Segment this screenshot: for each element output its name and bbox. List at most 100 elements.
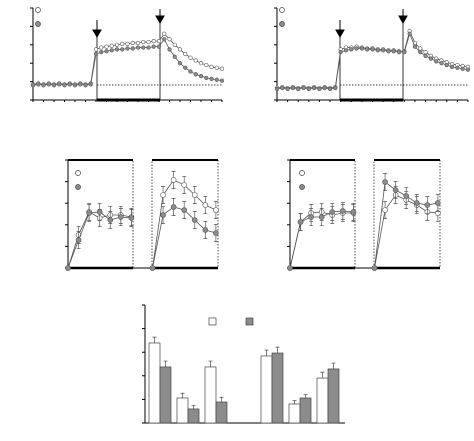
error-bar	[208, 360, 213, 367]
marker	[297, 219, 304, 225]
bar	[204, 366, 217, 424]
marker	[386, 49, 391, 54]
marker	[340, 208, 346, 214]
marker	[167, 47, 172, 52]
bar	[176, 397, 189, 424]
marker	[162, 37, 167, 42]
error-bar	[303, 394, 308, 398]
marker	[160, 212, 166, 218]
marker	[114, 47, 120, 52]
bar	[148, 342, 161, 424]
marker	[65, 265, 71, 271]
marker	[191, 217, 198, 223]
marker	[99, 50, 104, 55]
marker	[444, 62, 449, 68]
marker	[191, 192, 198, 198]
marker	[183, 65, 188, 70]
marker	[396, 50, 402, 55]
error-bar	[163, 360, 168, 367]
marker	[83, 83, 88, 88]
marker	[151, 39, 156, 44]
marker	[118, 214, 124, 220]
marker	[423, 50, 428, 55]
marker	[381, 48, 386, 53]
marker	[181, 207, 187, 213]
marker	[418, 46, 423, 51]
marker	[371, 265, 378, 271]
marker	[296, 86, 301, 92]
marker	[202, 227, 209, 233]
marker	[435, 200, 441, 206]
marker	[204, 75, 209, 81]
marker	[172, 54, 177, 59]
marker	[170, 177, 177, 183]
marker	[162, 31, 167, 36]
marker	[149, 265, 156, 271]
marker	[204, 62, 209, 68]
marker	[146, 45, 151, 50]
marker	[96, 209, 103, 215]
bar	[187, 408, 200, 424]
marker	[290, 85, 296, 91]
legend-swatch	[208, 317, 217, 326]
marker	[274, 86, 280, 92]
marker	[93, 47, 99, 52]
marker	[36, 82, 41, 87]
marker	[193, 72, 198, 77]
error-bar	[320, 371, 325, 379]
marker	[214, 65, 219, 70]
marker	[219, 66, 225, 71]
marker	[349, 47, 354, 52]
marker	[354, 46, 359, 51]
marker	[125, 46, 130, 51]
marker	[135, 40, 141, 46]
legend-marker	[75, 170, 81, 176]
marker	[130, 46, 135, 51]
marker	[202, 202, 209, 208]
marker	[93, 51, 99, 57]
marker	[412, 44, 418, 49]
marker	[407, 31, 412, 36]
marker	[109, 43, 114, 48]
marker	[301, 85, 306, 91]
marker	[312, 85, 317, 91]
marker	[329, 209, 336, 215]
marker	[88, 82, 93, 87]
series-line	[32, 33, 223, 85]
marker	[135, 45, 141, 50]
error-bar	[331, 362, 336, 369]
marker	[156, 44, 162, 49]
marker	[177, 61, 183, 66]
trial-box	[373, 159, 441, 269]
marker	[104, 44, 109, 49]
marker	[285, 86, 290, 92]
marker	[392, 187, 399, 193]
marker	[114, 42, 120, 47]
marker	[188, 69, 193, 74]
marker	[308, 214, 314, 220]
marker	[198, 61, 204, 66]
marker	[359, 46, 364, 51]
marker	[439, 61, 444, 66]
marker	[460, 66, 465, 71]
marker	[327, 86, 333, 92]
marker	[141, 45, 146, 50]
error-bar	[180, 392, 185, 398]
marker	[382, 179, 388, 185]
error-bar	[152, 336, 157, 343]
error-bar	[264, 349, 269, 356]
marker	[30, 83, 36, 88]
marker	[57, 82, 62, 87]
marker	[306, 86, 311, 92]
marker	[160, 192, 166, 198]
marker	[214, 77, 219, 82]
marker	[209, 76, 214, 81]
marker	[86, 210, 92, 216]
arrow-head	[155, 15, 165, 25]
marker	[107, 217, 114, 223]
series-line	[67, 206, 216, 269]
marker	[465, 67, 471, 72]
marker	[99, 45, 104, 50]
bar	[316, 377, 329, 424]
